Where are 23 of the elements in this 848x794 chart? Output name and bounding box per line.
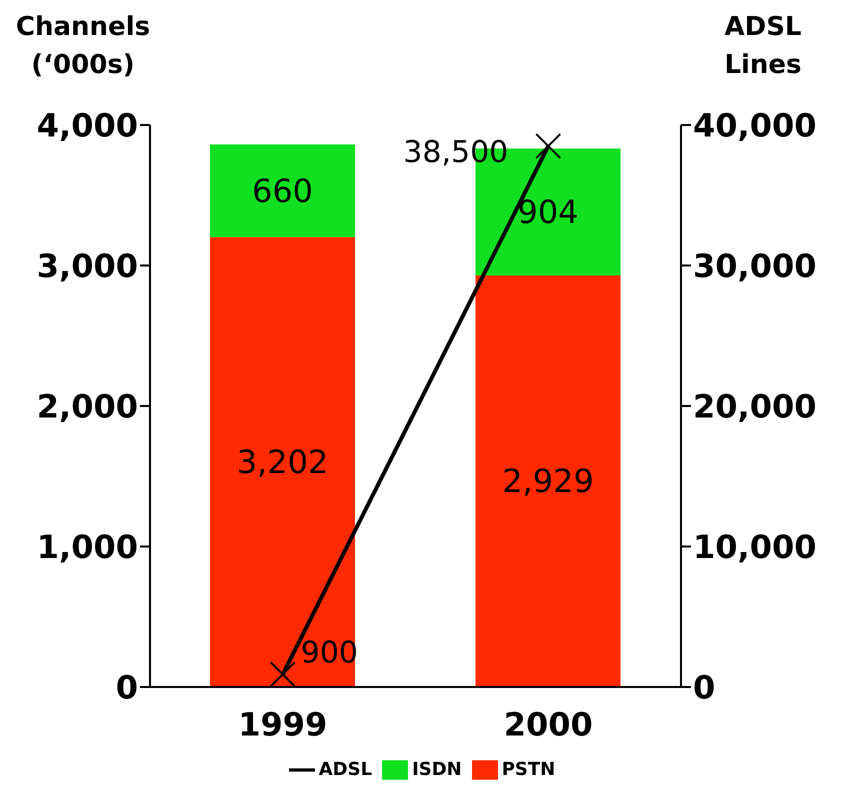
y-tick-label: 0 — [116, 668, 138, 706]
y-tick-label: 2,000 — [36, 387, 138, 426]
data-label: 660 — [252, 172, 314, 210]
data-label: 2,929 — [502, 462, 594, 500]
y2-tick-label: 0 — [693, 668, 716, 706]
x-tick-label: 1999 — [238, 706, 328, 744]
legend-label: PSTN — [502, 758, 556, 780]
data-label: 3,202 — [236, 443, 328, 482]
y-tick-label: 4,000 — [36, 106, 138, 144]
y-axis-title: Channels (‘000s) — [14, 11, 152, 82]
x-tick-label: 2000 — [504, 706, 593, 744]
y2-tick-label: 30,000 — [693, 246, 816, 285]
y2-tick-label: 20,000 — [693, 387, 816, 426]
data-label: 904 — [517, 192, 579, 231]
y2-tick-label: 40,000 — [693, 106, 816, 144]
y-tick-label: 1,000 — [36, 528, 138, 566]
legend-label: ADSL — [318, 758, 372, 780]
data-label: 38,500 — [403, 135, 508, 170]
y2-axis-title: ADSL Lines — [723, 11, 803, 82]
bar — [210, 144, 355, 238]
y-tick-label: 3,000 — [36, 246, 138, 285]
legend-label: ISDN — [412, 758, 462, 780]
y2-tick-label: 10,000 — [693, 528, 816, 566]
